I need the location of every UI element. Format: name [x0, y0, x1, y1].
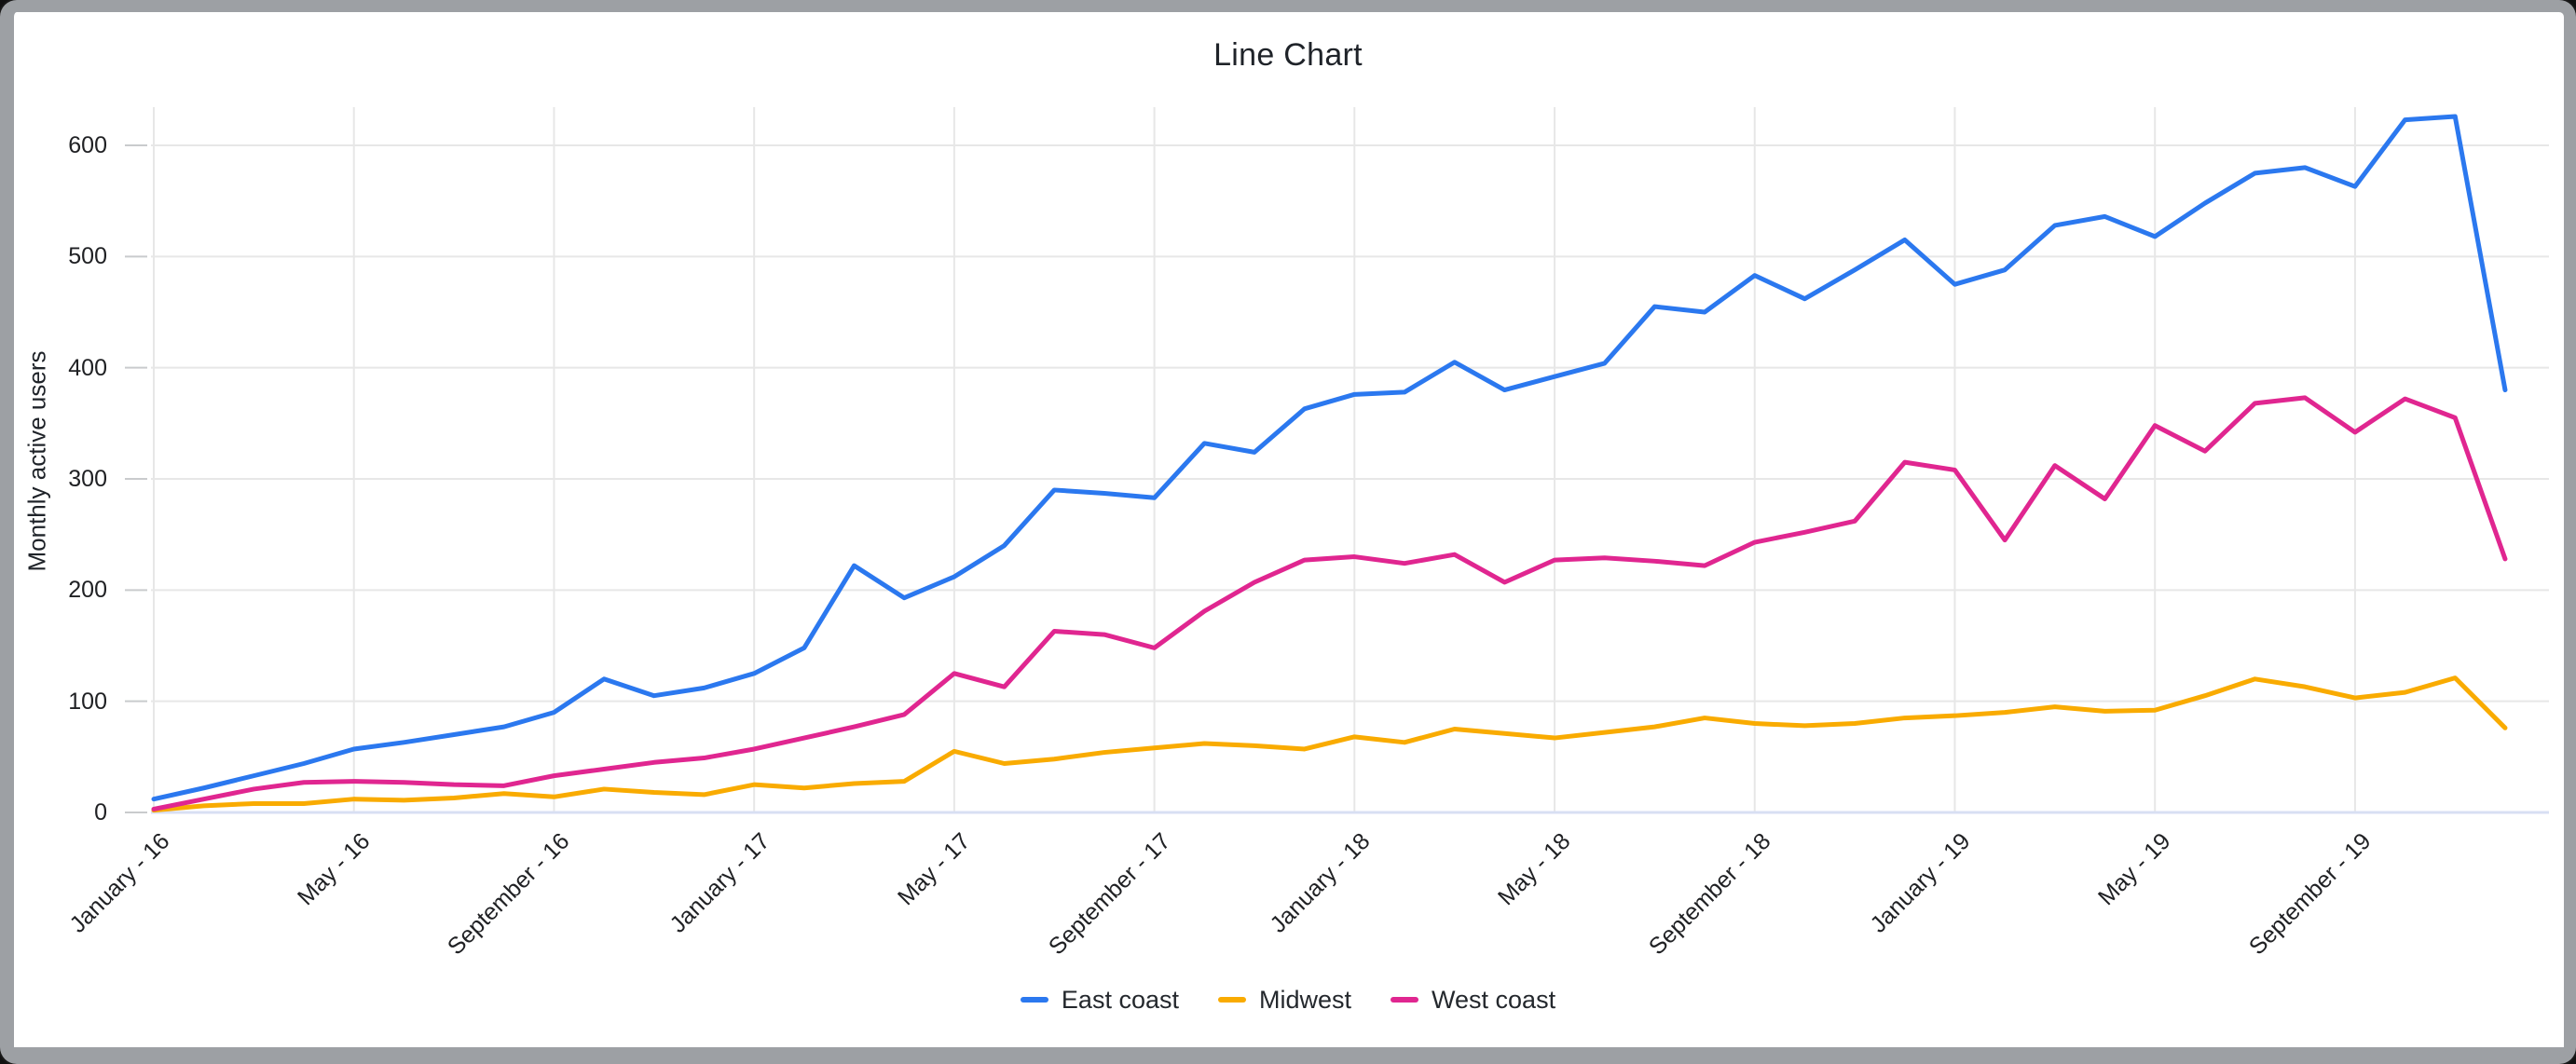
y-tick-label: 200 — [68, 577, 107, 604]
y-tick-label: 0 — [94, 799, 107, 825]
y-tick-label: 300 — [68, 466, 107, 492]
y-tick-label: 500 — [68, 243, 107, 270]
series-line-west-coast — [151, 395, 2508, 812]
legend-marker-icon — [1217, 997, 1246, 1003]
series-line-midwest — [151, 675, 2508, 813]
chart-title: Line Chart — [1213, 37, 1363, 73]
y-tick-label: 600 — [68, 132, 107, 159]
legend-item-west-coast[interactable]: West coast — [1391, 986, 1555, 1015]
legend-marker-icon — [1391, 997, 1419, 1003]
legend-label: West coast — [1432, 985, 1556, 1014]
series-line-east-coast — [151, 114, 2508, 802]
legend-item-midwest[interactable]: Midwest — [1217, 985, 1352, 1015]
legend-item-east-coast[interactable]: East coast — [1020, 985, 1179, 1015]
legend-label: East coast — [1061, 985, 1179, 1014]
legend: East coast Midwest West coast — [0, 976, 2576, 1023]
y-tick-label: 400 — [68, 354, 107, 381]
legend-marker-icon — [1020, 997, 1048, 1003]
legend-label: Midwest — [1258, 985, 1352, 1014]
y-tick-label: 100 — [68, 688, 107, 715]
